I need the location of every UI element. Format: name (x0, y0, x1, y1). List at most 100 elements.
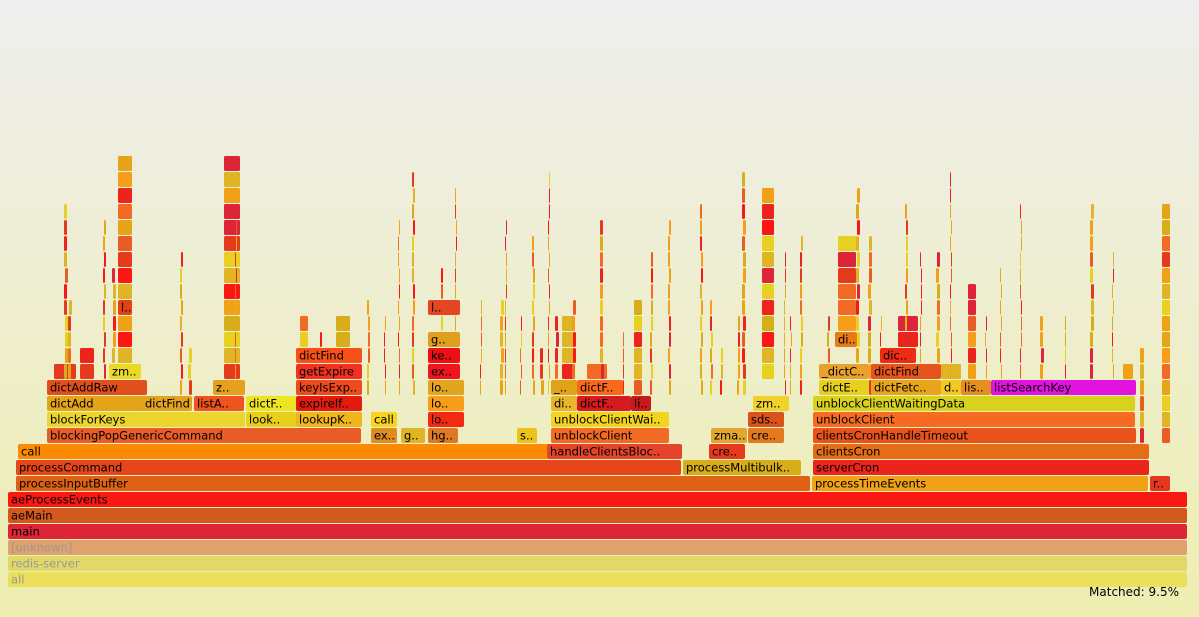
frame-segment[interactable] (650, 332, 652, 347)
frame-segment[interactable] (1091, 316, 1094, 331)
frame-segment[interactable] (572, 364, 575, 379)
frame-unblockclientwaitingdata[interactable]: unblockClientWaitingData (813, 396, 1135, 411)
frame-segment[interactable] (384, 348, 385, 363)
frame-segment[interactable] (785, 284, 786, 299)
frame-segment[interactable] (701, 268, 703, 283)
frame-segment[interactable] (180, 268, 182, 283)
frame-segment[interactable] (742, 348, 745, 363)
frame-segment[interactable] (906, 332, 908, 347)
frame-segment[interactable] (651, 268, 653, 283)
frame-segment[interactable] (399, 380, 400, 395)
frame-segment[interactable] (1065, 348, 1066, 363)
frame-segment[interactable] (1090, 348, 1093, 363)
frame-bar[interactable] (371, 412, 397, 427)
frame-segment[interactable] (412, 364, 414, 379)
frame-segment[interactable] (180, 348, 182, 363)
frame-segment[interactable] (104, 252, 106, 267)
frame-segment[interactable] (1162, 380, 1170, 395)
frame-segment[interactable] (384, 332, 385, 347)
frame-segment[interactable] (540, 364, 543, 379)
frame-segment[interactable] (235, 348, 236, 363)
frame-segment[interactable] (950, 188, 951, 203)
frame-segment[interactable] (762, 268, 774, 283)
frame-segment[interactable] (224, 172, 240, 187)
frame-clientscron[interactable]: clientsCron (813, 444, 1149, 459)
frame-segment[interactable] (573, 300, 576, 315)
frame-bar[interactable] (551, 428, 669, 443)
frame-segment[interactable] (224, 236, 240, 251)
frame-bar[interactable] (246, 396, 296, 411)
frame-segment[interactable] (743, 364, 746, 379)
frame-segment[interactable] (868, 332, 871, 347)
frame-segment[interactable] (762, 204, 774, 219)
frame-segment[interactable] (1140, 348, 1144, 363)
frame-lis[interactable]: lis.. (961, 380, 991, 395)
frame-bar[interactable] (428, 380, 464, 395)
frame-segment[interactable] (800, 348, 802, 363)
frame-bar[interactable] (683, 460, 801, 475)
frame-segment[interactable] (937, 316, 940, 331)
frame-bar[interactable] (753, 396, 789, 411)
frame-segment[interactable] (64, 252, 67, 267)
frame-segment[interactable] (634, 364, 642, 379)
frame-processtimeevents[interactable]: processTimeEvents (812, 476, 1148, 491)
frame-bar[interactable] (213, 380, 245, 395)
frame-segment[interactable] (651, 252, 653, 267)
frame-segment[interactable] (700, 220, 702, 235)
frame-segment[interactable] (555, 316, 558, 331)
frame-segment[interactable] (224, 284, 240, 299)
frame-segment[interactable] (1001, 284, 1002, 299)
frame-bar[interactable] (142, 396, 192, 411)
frame-segment[interactable] (791, 332, 792, 347)
frame-servercron[interactable]: serverCron (813, 460, 1149, 475)
frame-segment[interactable] (455, 268, 456, 283)
frame-segment[interactable] (506, 268, 507, 283)
frame-segment[interactable] (700, 284, 702, 299)
frame-segment[interactable] (1112, 316, 1113, 331)
frame-bar[interactable] (18, 444, 548, 459)
frame-segment[interactable] (1162, 316, 1170, 331)
frame-segment[interactable] (800, 252, 802, 267)
frame-segment[interactable] (857, 284, 860, 299)
frame-segment[interactable] (500, 316, 503, 331)
frame-segment[interactable] (710, 300, 712, 315)
frame-segment[interactable] (1113, 300, 1114, 315)
frame-segment[interactable] (399, 364, 400, 379)
frame-segment[interactable] (743, 252, 746, 267)
frame-segment[interactable] (541, 380, 544, 395)
frame-segment[interactable] (224, 268, 240, 283)
frame-segment[interactable] (235, 332, 236, 347)
frame-segment[interactable] (1140, 428, 1144, 443)
frame-segment[interactable] (1090, 236, 1093, 251)
frame-segment[interactable] (65, 332, 68, 347)
frame-segment[interactable] (721, 364, 723, 379)
frame-segment[interactable] (236, 236, 237, 251)
frame-segment[interactable] (441, 316, 443, 331)
frame-segment[interactable] (520, 380, 521, 395)
frame-segment[interactable] (1162, 396, 1170, 411)
frame-segment[interactable] (838, 252, 856, 267)
frame-segment[interactable] (1162, 428, 1170, 443)
frame-segment[interactable] (573, 332, 576, 347)
frame-handleclientsbloc[interactable]: handleClientsBloc.. (547, 444, 682, 459)
frame-segment[interactable] (838, 300, 856, 315)
frame-bar[interactable] (880, 348, 916, 363)
frame-segment[interactable] (838, 236, 856, 251)
frame-segment[interactable] (549, 188, 550, 203)
frame-segment[interactable] (668, 236, 670, 251)
frame-di[interactable]: di.. (551, 396, 577, 411)
frame-segment[interactable] (224, 332, 240, 347)
frame-segment[interactable] (180, 284, 182, 299)
frame-bar[interactable] (47, 412, 245, 427)
frame-segment[interactable] (1090, 332, 1093, 347)
frame-segment[interactable] (572, 316, 575, 331)
frame-segment[interactable] (600, 316, 603, 331)
frame-segment[interactable] (785, 268, 786, 283)
frame-segment[interactable] (68, 348, 71, 363)
frame-segment[interactable] (235, 252, 236, 267)
frame-blockingpopgenericcommand[interactable]: blockingPopGenericCommand (47, 428, 361, 443)
frame-segment[interactable] (181, 332, 183, 347)
frame-segment[interactable] (921, 268, 922, 283)
frame-segment[interactable] (1162, 268, 1170, 283)
frame-segment[interactable] (743, 380, 746, 395)
